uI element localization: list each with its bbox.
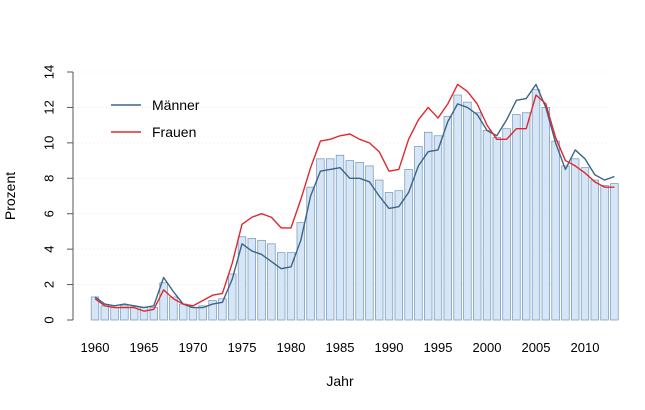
y-tick-label: 12 [41, 100, 56, 114]
bar-1995 [433, 135, 443, 321]
bar-1985 [335, 154, 345, 321]
bar-1988 [365, 165, 374, 321]
bar-2004 [522, 112, 531, 321]
y-tick-label: 8 [41, 175, 56, 182]
bar-2003 [512, 114, 521, 321]
x-tick-label: 1995 [424, 340, 453, 355]
bar-1962 [110, 307, 119, 321]
legend-label: Männer [152, 97, 200, 113]
bar-1968 [169, 296, 178, 321]
bar-2001 [492, 137, 501, 321]
bar-1961 [100, 305, 109, 321]
bar-2008 [561, 165, 570, 321]
y-tick-label: 2 [41, 281, 56, 288]
bar-1987 [355, 161, 364, 321]
bar-1994 [424, 131, 433, 321]
bar-1963 [120, 305, 129, 321]
y-tick-label: 6 [41, 210, 56, 217]
bar-1983 [316, 158, 325, 321]
bar-1993 [414, 146, 423, 321]
legend: Männer Frauen [111, 97, 200, 140]
x-tick-label: 2010 [571, 340, 600, 355]
bar-2013 [610, 183, 619, 321]
bar-1967 [159, 282, 168, 321]
series-line-frauen [94, 83, 615, 312]
bar-1992 [404, 169, 413, 321]
legend-label: Frauen [152, 124, 196, 140]
bar-2009 [571, 158, 580, 321]
bar-1976 [247, 238, 256, 321]
bar-2007 [551, 140, 560, 321]
x-tick-label: 2005 [522, 340, 551, 355]
bar-1982 [306, 186, 315, 321]
y-tick-label: 4 [41, 246, 56, 253]
x-tick-label: 1980 [277, 340, 306, 355]
bar-2010 [580, 167, 590, 321]
x-tick-label: 1975 [228, 340, 257, 355]
bar-1974 [228, 273, 237, 321]
bar-2006 [541, 107, 550, 321]
bar-2000 [482, 130, 492, 321]
bar-1977 [257, 239, 266, 321]
x-tick-label: 1985 [326, 340, 355, 355]
bars [90, 89, 619, 321]
bar-1991 [394, 190, 403, 321]
bar-1979 [277, 252, 286, 321]
bar-1971 [198, 305, 207, 321]
bar-2002 [502, 128, 511, 321]
bar-2005 [531, 89, 541, 321]
bar-1997 [453, 94, 462, 321]
bar-1964 [130, 306, 139, 321]
bar-1969 [179, 303, 188, 321]
bar-1996 [443, 115, 452, 321]
x-tick-label: 1960 [81, 340, 110, 355]
x-tick-label: 1965 [130, 340, 159, 355]
y-tick-label: 14 [41, 65, 56, 79]
bar-1978 [267, 243, 276, 321]
bar-2012 [600, 185, 609, 321]
bar-1999 [473, 112, 482, 321]
bar-1989 [375, 179, 384, 321]
bar-1984 [326, 158, 335, 321]
axes: 0 2 4 6 8 10 12 14 1960 1965 1970 1975 1980 1985 1990 1… [41, 65, 599, 355]
bar-1966 [149, 307, 158, 321]
bar-1986 [345, 160, 354, 321]
x-tick-label: 1990 [375, 340, 404, 355]
bar-1973 [218, 298, 227, 321]
x-tick-label: 2000 [473, 340, 502, 355]
bar-2011 [590, 179, 599, 321]
y-tick-label: 0 [41, 316, 56, 323]
x-tick-label: 1970 [179, 340, 208, 355]
series-lines [94, 83, 615, 312]
x-axis-title: Jahr [326, 373, 354, 389]
bar-1981 [296, 222, 305, 321]
y-tick-label: 10 [41, 136, 56, 150]
bar-1998 [463, 101, 472, 321]
bar-1980 [286, 252, 296, 321]
series-line-maenner [94, 83, 615, 309]
bar-1975 [237, 236, 247, 321]
bar-1972 [208, 300, 217, 321]
bar-1990 [384, 192, 394, 321]
bar-1970 [188, 307, 198, 321]
y-axis-title: Prozent [2, 172, 18, 220]
